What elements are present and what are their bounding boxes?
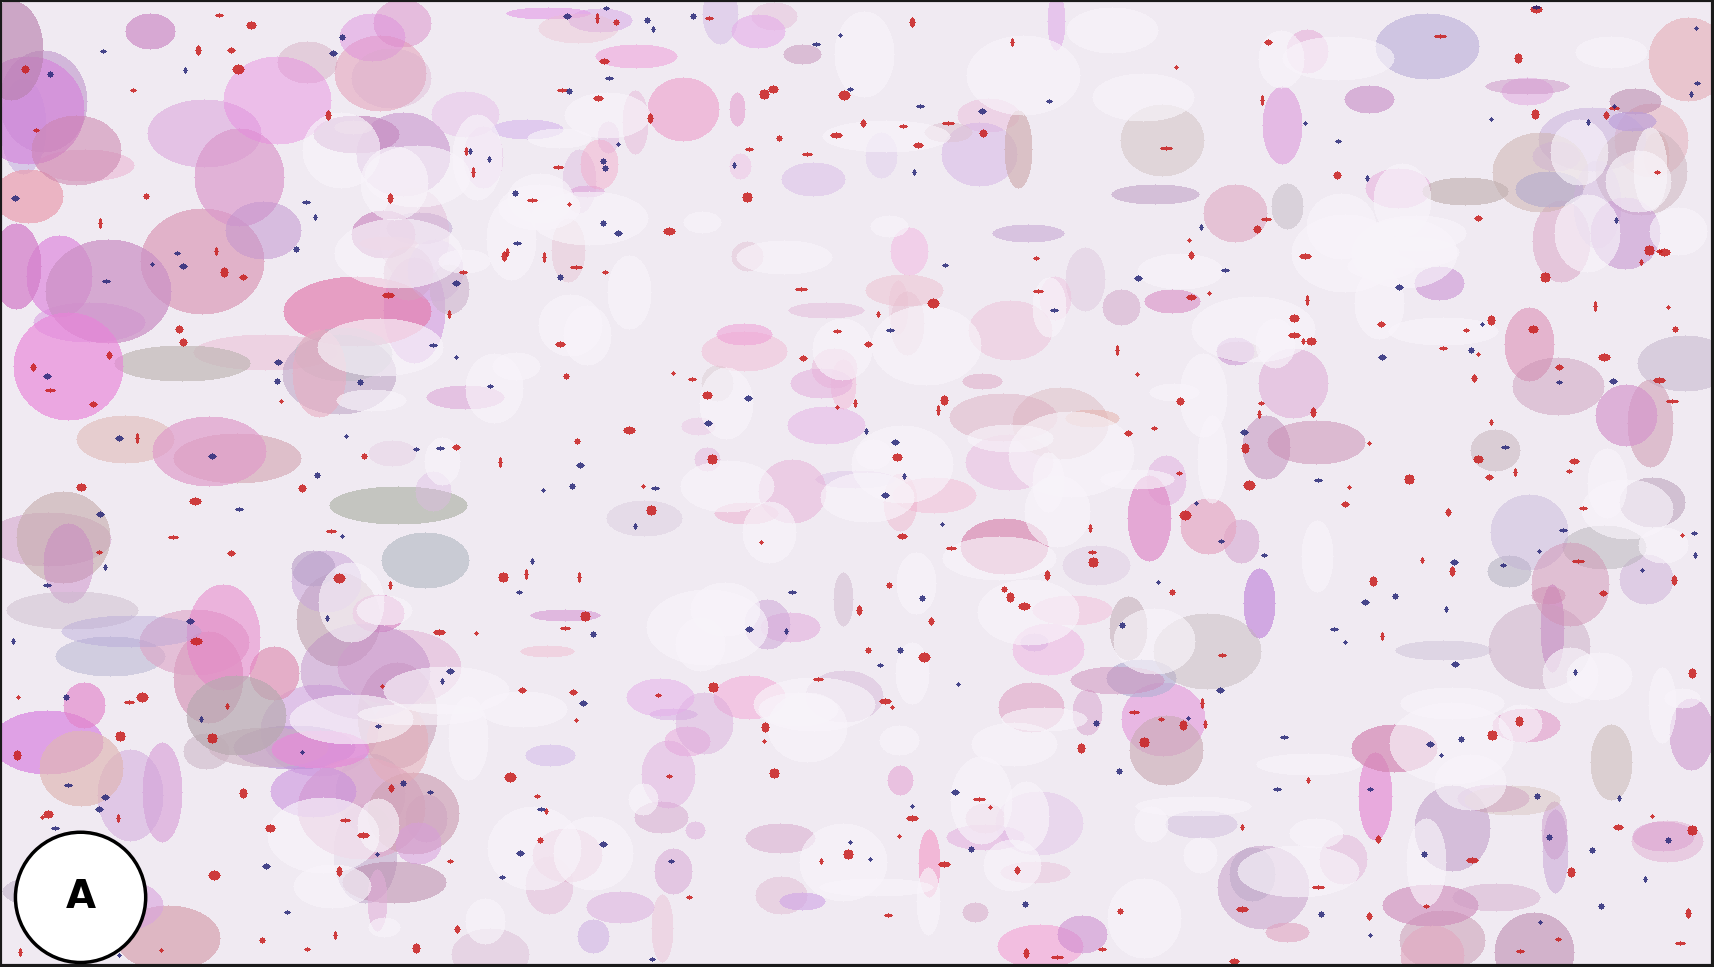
Circle shape (15, 833, 146, 962)
Text: A: A (65, 878, 96, 917)
